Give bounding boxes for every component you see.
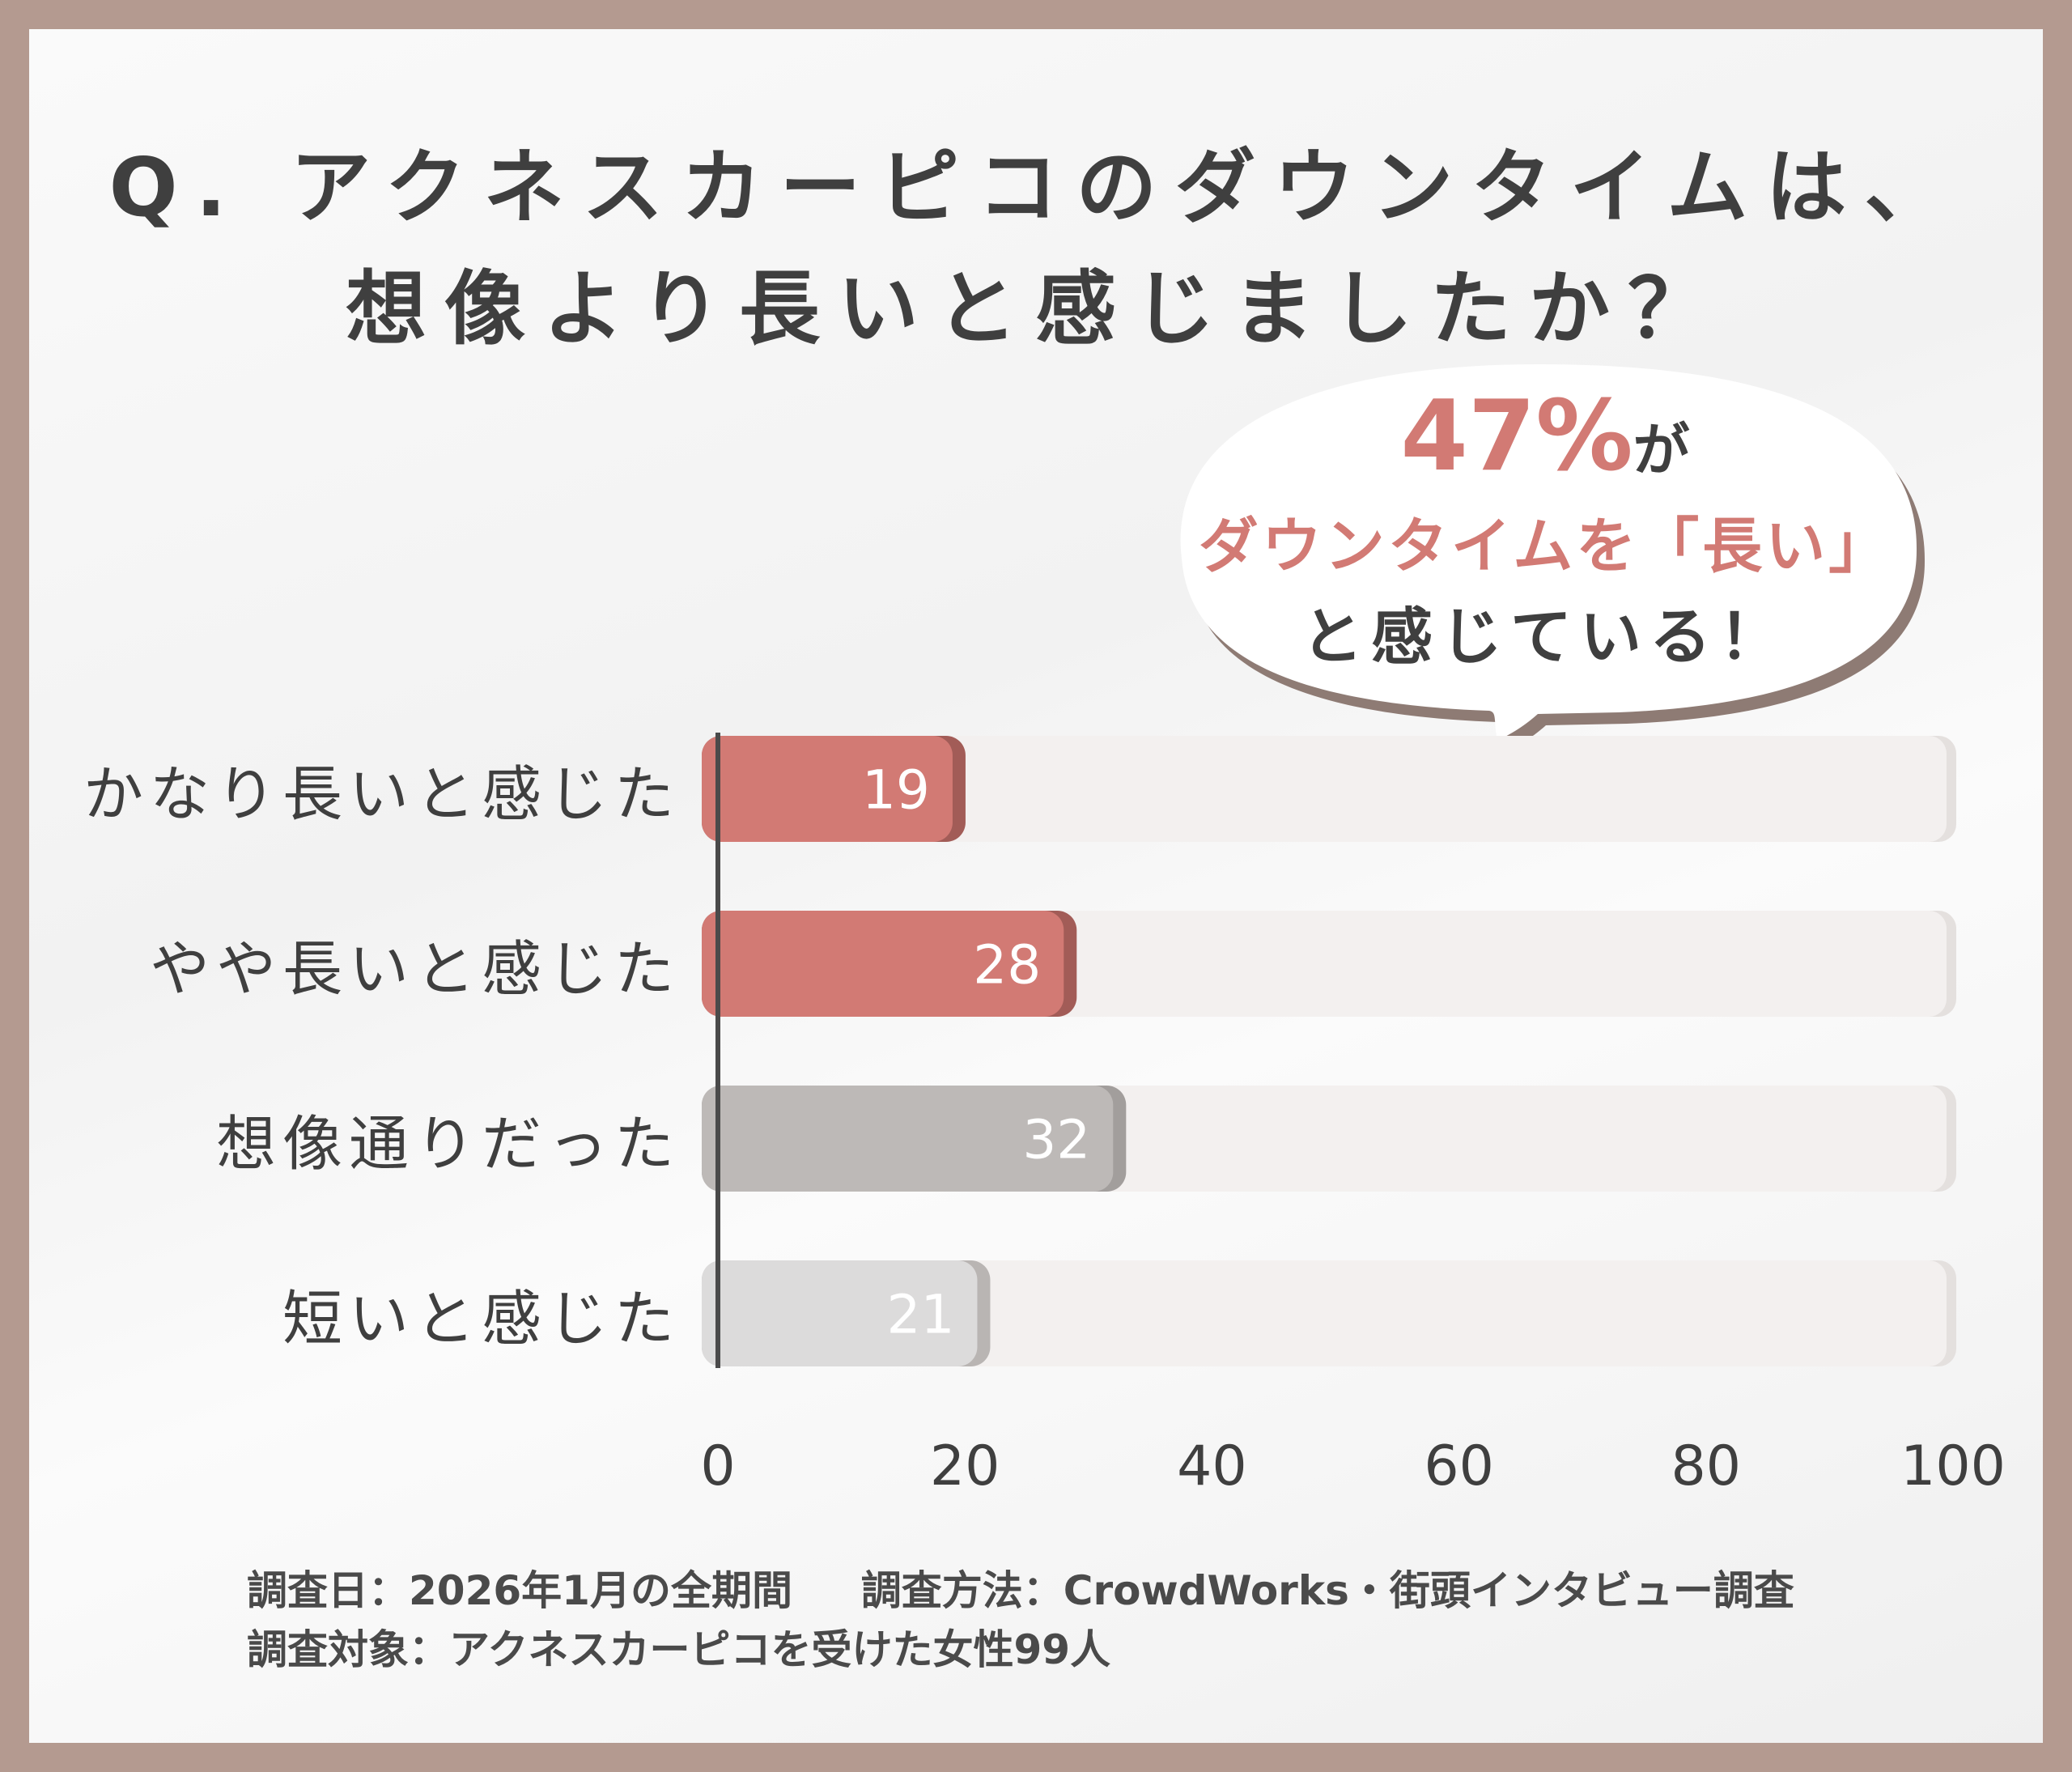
x-tick-label: 20 bbox=[929, 1434, 1000, 1498]
callout-line-2: ダウンタイムを「長い」 bbox=[1198, 512, 1892, 581]
title-line-2: 想像より長いと感じましたか？ bbox=[346, 261, 1726, 356]
category-label: 想像通りだった bbox=[216, 1109, 681, 1179]
bar-value-label: 19 bbox=[862, 759, 930, 822]
x-tick-label: 40 bbox=[1177, 1434, 1247, 1498]
callout-line-3: と感じている！ bbox=[1301, 601, 1789, 673]
bar-value-label: 32 bbox=[1022, 1109, 1090, 1171]
infographic-panel bbox=[29, 29, 2043, 1743]
speech-bubble-body bbox=[1180, 364, 1917, 741]
bar-track bbox=[718, 1260, 1947, 1366]
footer-line-2: 調査対象：アクネスカーピコを受けた女性99人 bbox=[247, 1626, 1111, 1673]
bar bbox=[702, 1260, 978, 1366]
x-tick-label: 100 bbox=[1900, 1434, 2006, 1498]
callout-percent: 47% bbox=[1400, 380, 1633, 493]
category-label: 短いと感じた bbox=[282, 1284, 681, 1353]
category-label: かなり長いと感じた bbox=[83, 759, 681, 829]
callout-suffix: が bbox=[1633, 417, 1690, 483]
bar-value-label: 28 bbox=[973, 934, 1041, 996]
x-tick-label: 80 bbox=[1671, 1434, 1742, 1498]
bar bbox=[702, 736, 953, 842]
title-line-1: Q. アクネスカーピコのダウンタイムは、 bbox=[108, 140, 1964, 235]
footer-line-1: 調査日：2026年1月の全期間 調査方法：CrowdWorks・街頭インタビュー… bbox=[247, 1567, 1794, 1614]
bar-track bbox=[718, 736, 1947, 842]
bar bbox=[702, 911, 1064, 1017]
callout-percent-line: 47%が bbox=[1174, 380, 1917, 493]
bar-value-label: 21 bbox=[886, 1284, 954, 1346]
x-tick-label: 0 bbox=[700, 1434, 736, 1498]
bar bbox=[702, 1086, 1114, 1192]
category-label: やや長いと感じた bbox=[150, 934, 681, 1004]
x-tick-label: 60 bbox=[1424, 1434, 1494, 1498]
